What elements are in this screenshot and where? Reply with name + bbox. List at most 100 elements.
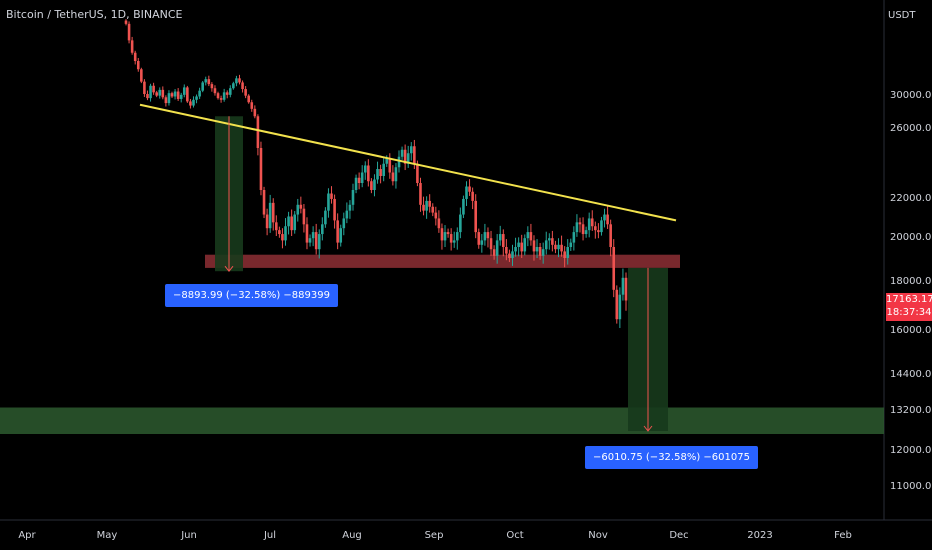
candle — [376, 169, 379, 180]
candle — [146, 94, 149, 99]
measure-label-2[interactable]: −6010.75 (−32.58%) −601075 — [585, 446, 758, 469]
candle — [219, 98, 223, 100]
candle — [520, 242, 524, 252]
candle — [615, 289, 619, 320]
x-tick-label: Jul — [263, 530, 276, 541]
candle — [155, 92, 158, 96]
x-tick-label: Dec — [669, 530, 688, 541]
candle — [554, 244, 557, 250]
x-tick-label: Apr — [18, 530, 36, 541]
candle — [379, 169, 382, 176]
candle — [575, 222, 579, 233]
candle — [176, 91, 180, 99]
candle — [612, 247, 616, 290]
candle — [382, 163, 385, 176]
candle — [195, 96, 198, 100]
candle — [311, 232, 315, 239]
candle — [514, 247, 517, 252]
x-tick-label: Sep — [425, 530, 444, 541]
candle — [130, 40, 134, 53]
candle — [452, 240, 456, 243]
candle — [339, 228, 343, 243]
candle — [342, 218, 346, 229]
candle — [511, 251, 514, 258]
candle — [170, 93, 174, 97]
candle — [305, 224, 309, 243]
candle — [495, 240, 499, 256]
x-tick-label: 2023 — [747, 530, 772, 541]
candle — [621, 277, 625, 295]
candle — [275, 222, 278, 231]
candle — [192, 99, 195, 106]
candle — [253, 108, 257, 117]
candle — [179, 94, 183, 99]
candle — [327, 193, 330, 211]
candle — [498, 234, 502, 241]
candle — [618, 294, 622, 320]
support-zone — [205, 254, 680, 268]
measure-arrow-1-head — [224, 265, 234, 273]
candle — [271, 202, 275, 223]
candle — [373, 179, 376, 190]
candle — [578, 222, 582, 225]
candle — [590, 218, 594, 227]
candle — [508, 253, 511, 258]
candle — [584, 230, 588, 235]
y-tick-label: 11000.00 — [890, 481, 932, 492]
candle — [149, 85, 152, 99]
candle — [434, 212, 438, 219]
countdown-tag: 18:37:34 — [886, 306, 932, 321]
candle — [299, 204, 303, 209]
candle — [186, 87, 189, 102]
x-tick-label: Aug — [342, 530, 362, 541]
candle — [228, 88, 232, 95]
candle — [600, 220, 603, 233]
candle — [136, 61, 140, 70]
candle — [563, 251, 566, 258]
x-tick-label: Nov — [588, 530, 608, 541]
candle — [587, 218, 591, 231]
candle — [238, 78, 241, 83]
x-tick-label: Jun — [180, 530, 197, 541]
candle — [167, 93, 171, 104]
candle — [455, 232, 459, 241]
candle — [133, 52, 137, 61]
candle — [213, 88, 217, 94]
candle — [505, 247, 508, 254]
candle — [207, 79, 211, 85]
candle — [241, 82, 244, 90]
candle — [324, 210, 327, 225]
candle — [336, 220, 339, 243]
candle — [189, 101, 192, 106]
candle — [572, 232, 576, 243]
candle — [143, 81, 146, 94]
measure-arrow-2-head — [643, 425, 653, 432]
measure-label-1[interactable]: −8893.99 (−32.58%) −889399 — [165, 284, 338, 307]
candle — [474, 200, 477, 233]
y-tick-label: 12000.00 — [890, 445, 932, 456]
candle — [152, 85, 155, 93]
x-tick-label: Oct — [506, 530, 523, 541]
candle — [357, 177, 361, 183]
candle — [483, 232, 487, 241]
candle — [541, 249, 545, 256]
candle — [569, 242, 573, 247]
candle — [204, 79, 208, 83]
candle — [477, 232, 481, 245]
candle — [523, 238, 527, 252]
candle — [198, 90, 201, 97]
target-zone — [0, 407, 884, 434]
candle — [459, 214, 462, 233]
candle — [363, 165, 367, 173]
candle — [216, 93, 220, 99]
candle — [394, 167, 398, 182]
candle — [262, 190, 266, 215]
y-tick-label: 16000.00 — [890, 325, 932, 336]
candle — [345, 210, 349, 219]
candle — [293, 214, 297, 231]
y-tick-label: 18000.00 — [890, 276, 932, 287]
candle — [391, 172, 395, 182]
candle — [244, 89, 247, 96]
candle — [486, 232, 490, 239]
